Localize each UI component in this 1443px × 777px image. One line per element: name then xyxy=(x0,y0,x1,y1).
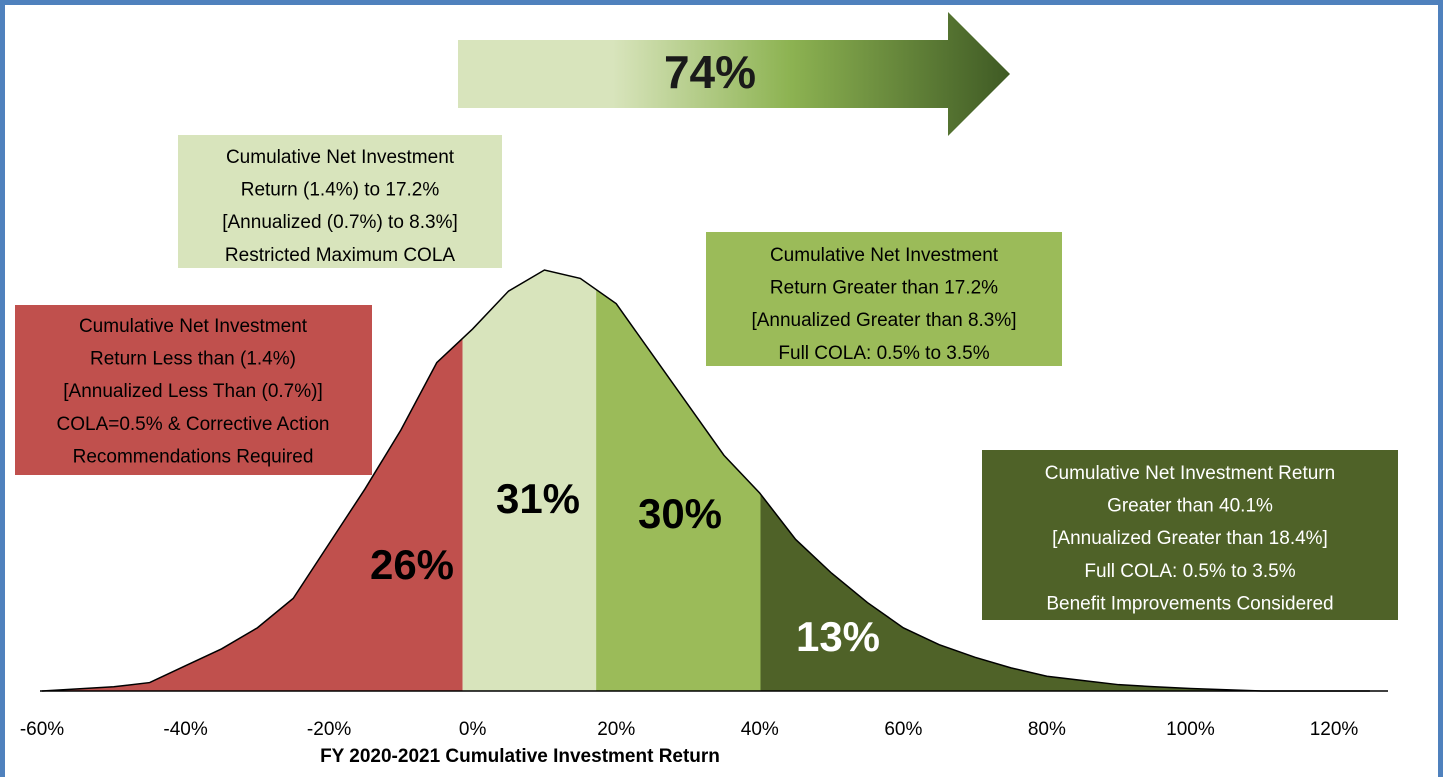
x-tick-label: -60% xyxy=(20,719,64,740)
region xyxy=(596,289,761,691)
annotation-text: Cumulative Net Investment xyxy=(79,316,308,337)
annotation-text: COLA=0.5% & Corrective Action xyxy=(57,414,330,435)
annotation-text: Benefit Improvements Considered xyxy=(1046,593,1333,614)
region xyxy=(462,270,597,691)
distribution-curve xyxy=(41,269,1370,692)
x-tick-label: -40% xyxy=(163,719,207,740)
annotation-box xyxy=(982,450,1398,620)
annotation-text: Full COLA: 0.5% to 3.5% xyxy=(1084,561,1295,582)
annotation-text: Return Less than (1.4%) xyxy=(90,349,296,370)
region-label: 30% xyxy=(638,490,722,537)
region-label: 26% xyxy=(370,541,454,588)
x-tick-label: 60% xyxy=(884,719,922,740)
annotation-text: [Annualized Greater than 8.3%] xyxy=(751,310,1016,331)
annotation-text: Full COLA: 0.5% to 3.5% xyxy=(778,343,989,364)
region-label: 31% xyxy=(496,475,580,522)
annotation-box xyxy=(178,135,502,268)
annotation-text: Return (1.4%) to 17.2% xyxy=(241,180,440,201)
annotation-text: [Annualized Less Than (0.7%)] xyxy=(63,381,322,402)
annotation-text: [Annualized Greater than 18.4%] xyxy=(1052,528,1328,549)
region xyxy=(42,338,463,691)
x-axis-title: FY 2020-2021 Cumulative Investment Retur… xyxy=(320,746,720,767)
arrow-label: 74% xyxy=(664,46,756,98)
x-tick-label: 20% xyxy=(597,719,635,740)
annotation-text: Return Greater than 17.2% xyxy=(770,278,998,299)
annotation-text: Cumulative Net Investment xyxy=(226,147,455,168)
x-tick-label: -20% xyxy=(307,719,351,740)
annotation-box xyxy=(15,305,372,475)
annotation-text: Cumulative Net Investment xyxy=(770,245,999,266)
arrow xyxy=(458,12,1010,136)
annotation-text: [Annualized (0.7%) to 8.3%] xyxy=(222,212,458,233)
x-tick-label: 40% xyxy=(741,719,779,740)
annotation-text: Greater than 40.1% xyxy=(1107,496,1273,517)
x-tick-label: 80% xyxy=(1028,719,1066,740)
region-label: 13% xyxy=(796,613,880,660)
annotation-text: Recommendations Required xyxy=(73,446,314,467)
annotation-text: Restricted Maximum COLA xyxy=(225,245,455,266)
annotation-text: Cumulative Net Investment Return xyxy=(1045,463,1335,484)
region xyxy=(760,494,1370,691)
x-tick-label: 0% xyxy=(459,719,487,740)
annotation-box xyxy=(706,232,1062,366)
x-tick-label: 120% xyxy=(1310,719,1359,740)
x-tick-label: 100% xyxy=(1166,719,1215,740)
